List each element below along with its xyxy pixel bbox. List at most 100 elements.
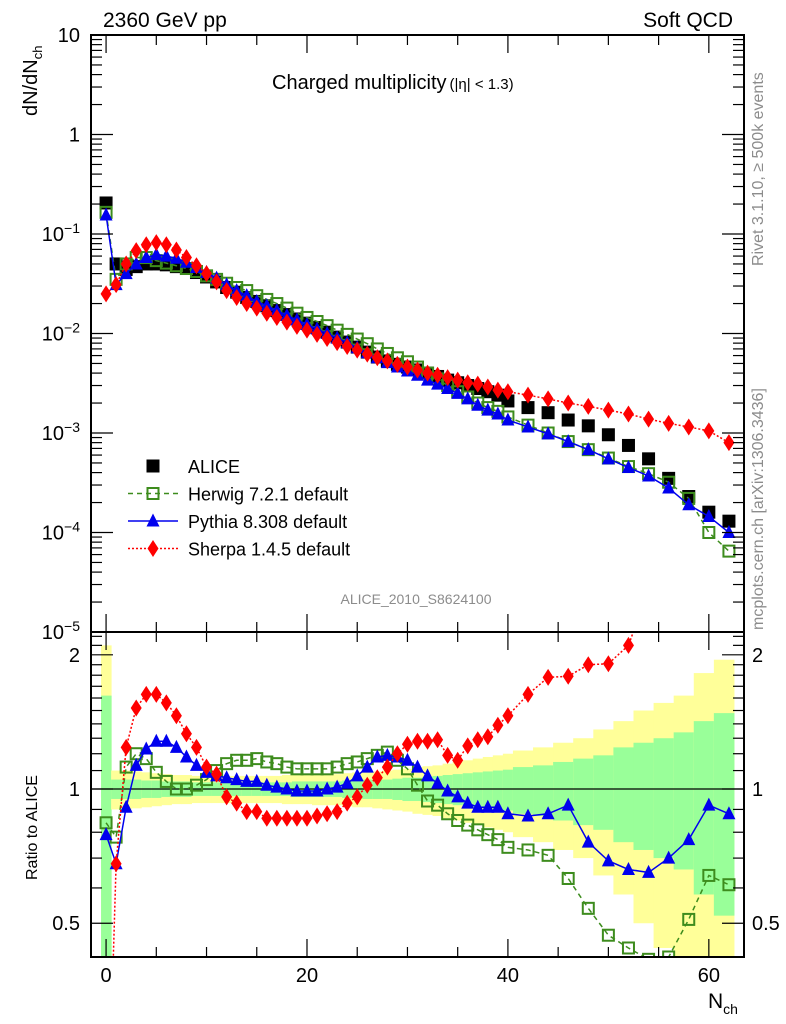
marker-diamond [391, 355, 403, 373]
marker-diamond [381, 352, 393, 370]
marker-triangle [702, 508, 716, 522]
band-green [633, 742, 655, 850]
y-tick-label: 10−4 [42, 519, 80, 545]
marker-square [146, 459, 160, 473]
marker-diamond [371, 769, 383, 787]
marker-diamond [201, 265, 213, 283]
series-line [105, 241, 730, 444]
marker-triangle [220, 770, 234, 784]
band-green [492, 770, 504, 810]
band-green [613, 747, 634, 843]
marker-triangle [280, 781, 294, 795]
marker-open-square [601, 928, 615, 942]
marker-diamond [221, 282, 233, 300]
marker-diamond [602, 655, 614, 673]
marker-diamond [703, 450, 714, 467]
marker-triangle [662, 480, 676, 494]
marker-diamond [311, 807, 323, 825]
marker-diamond [140, 236, 152, 254]
y-tick-label-exp: −5 [64, 618, 80, 634]
marker-diamond [301, 809, 313, 827]
marker-triangle [411, 759, 424, 773]
marker-diamond [401, 358, 413, 376]
marker-triangle [240, 773, 254, 787]
marker-diamond [452, 371, 464, 389]
marker-diamond [331, 334, 343, 352]
ratio-plot-frame [90, 631, 745, 958]
marker-triangle [330, 779, 344, 793]
marker-triangle [481, 402, 495, 416]
marker-open-square [581, 901, 595, 915]
band-green [452, 774, 464, 806]
marker-diamond [140, 685, 152, 703]
marker-diamond [502, 707, 514, 725]
marker-open-square [702, 526, 716, 539]
marker-diamond [271, 809, 283, 827]
ratio-y-tick-label-left: 0.5 [52, 913, 80, 935]
band-green [553, 761, 574, 821]
marker-diamond [241, 295, 253, 313]
marker-triangle [320, 781, 334, 795]
y-tick-label: 1 [69, 125, 80, 147]
series-sherpa [100, 234, 735, 452]
y-tick-label-exp: −2 [64, 320, 80, 336]
marker-diamond [422, 364, 434, 382]
marker-triangle [451, 385, 465, 399]
marker-triangle [129, 256, 143, 270]
marker-diamond [341, 794, 353, 812]
marker-triangle [621, 861, 635, 875]
marker-square [581, 419, 595, 433]
y-tick-label-base: 10 [42, 324, 64, 346]
marker-diamond [110, 276, 122, 294]
marker-triangle [189, 757, 203, 771]
marker-open-square [431, 798, 445, 812]
marker-diamond [321, 805, 333, 823]
ratio-series-sherpa [110, 450, 714, 957]
legend-label: Herwig 7.2.1 default [188, 485, 348, 505]
marker-triangle [461, 391, 475, 405]
marker-triangle [521, 808, 535, 822]
marker-triangle [260, 777, 274, 791]
marker-diamond [703, 422, 715, 440]
marker-triangle [139, 250, 153, 264]
marker-open-square [521, 843, 535, 857]
marker-triangle [441, 783, 455, 797]
y-tick-label-base: 10 [42, 622, 64, 644]
marker-diamond [432, 366, 444, 384]
marker-diamond [261, 304, 273, 322]
marker-triangle [682, 497, 696, 511]
x-tick-label: 0 [101, 965, 112, 987]
marker-diamond [462, 374, 474, 392]
marker-diamond [331, 803, 343, 821]
marker-diamond [643, 410, 655, 428]
marker-triangle [601, 853, 615, 867]
marker-triangle [461, 795, 475, 809]
y-tick-label: 10−5 [42, 618, 80, 644]
marker-square [521, 401, 535, 415]
y-tick-label-exp: −3 [64, 419, 80, 435]
marker-diamond [643, 581, 654, 598]
marker-diamond [442, 746, 454, 764]
marker-diamond [211, 273, 223, 291]
marker-diamond [522, 386, 534, 404]
x-tick-label: 20 [296, 965, 318, 987]
marker-triangle [169, 739, 183, 753]
marker-open-square [722, 544, 736, 558]
legend-entry-herwig: Herwig 7.2.1 default [128, 485, 348, 505]
marker-diamond [663, 538, 674, 555]
marker-diamond [271, 308, 283, 326]
marker-diamond [201, 758, 213, 776]
marker-triangle [642, 468, 656, 482]
marker-triangle [441, 381, 455, 395]
marker-square [722, 514, 736, 528]
rivet-version-label: Rivet 3.1.10, ≥ 500k events [750, 72, 767, 266]
marker-triangle [421, 768, 435, 782]
y-tick-label-exp: −4 [64, 519, 80, 535]
marker-diamond [472, 375, 484, 393]
marker-diamond [291, 809, 303, 827]
axes [90, 34, 745, 958]
marker-triangle [521, 419, 535, 433]
marker-triangle [139, 741, 153, 755]
marker-triangle [300, 783, 314, 797]
